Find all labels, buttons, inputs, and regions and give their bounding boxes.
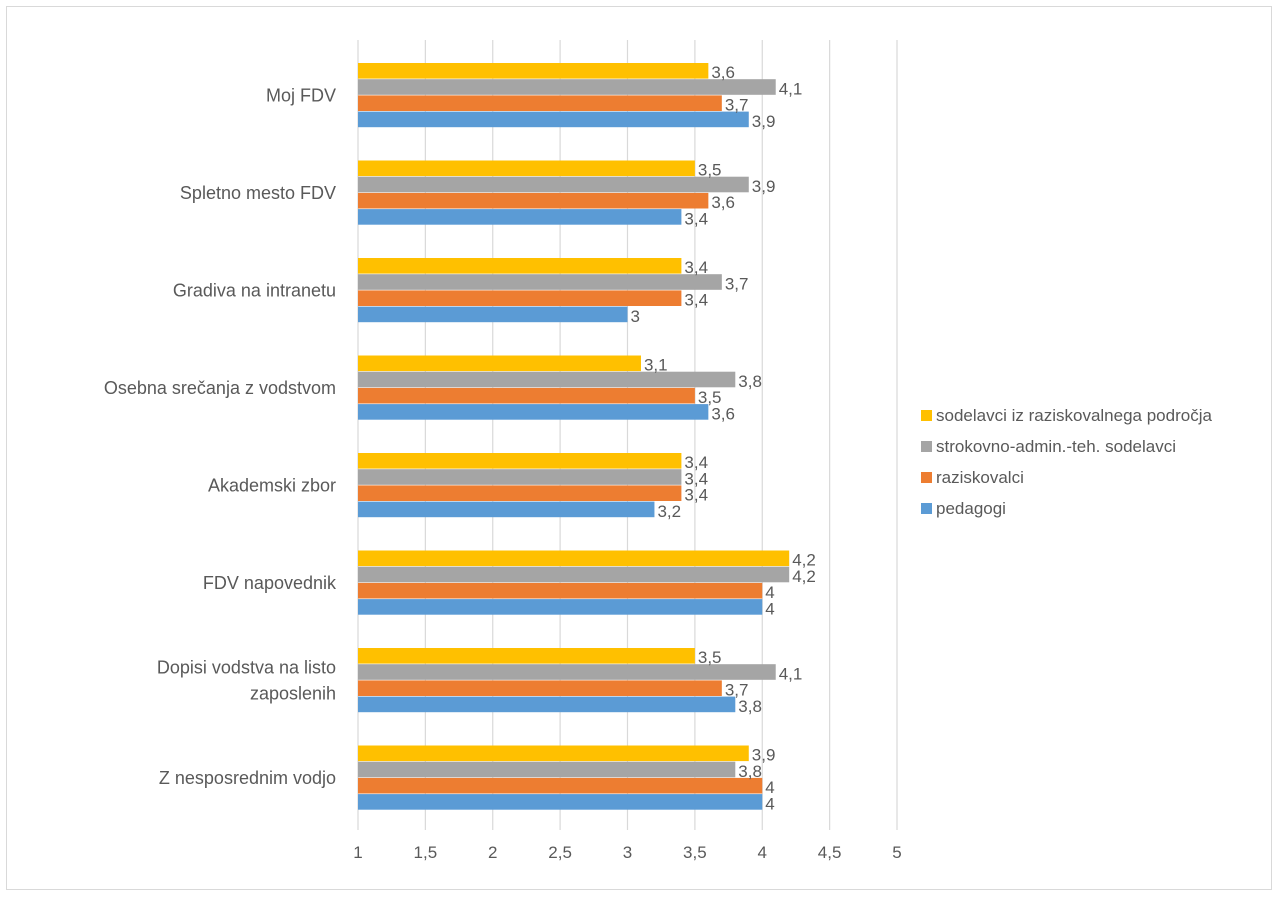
data-label: 3,5 xyxy=(698,648,722,667)
x-tick-label: 5 xyxy=(892,843,901,862)
legend-label: raziskovalci xyxy=(936,468,1024,487)
bar xyxy=(358,794,763,810)
category-label: Dopisi vodstva na listo zaposlenih xyxy=(157,657,336,703)
bar xyxy=(358,160,695,177)
bar xyxy=(358,306,628,323)
bar xyxy=(358,95,722,111)
data-label: 3,9 xyxy=(752,177,776,196)
x-tick-label: 3 xyxy=(623,843,632,862)
data-label: 4 xyxy=(765,583,774,602)
chart-frame xyxy=(6,6,1272,890)
data-labels: 3,64,13,73,93,53,93,63,43,43,73,433,13,8… xyxy=(631,63,816,813)
data-label: 3,6 xyxy=(711,193,735,212)
bar xyxy=(358,79,776,95)
data-label: 3,4 xyxy=(684,469,708,488)
data-label: 4 xyxy=(765,599,774,618)
bar xyxy=(358,63,709,79)
bar xyxy=(358,761,736,778)
data-label: 3,4 xyxy=(684,209,708,228)
bar xyxy=(358,501,655,518)
legend-label: sodelavci iz raziskovalnega področja xyxy=(936,406,1212,425)
data-label: 3,7 xyxy=(725,274,749,293)
data-label: 3 xyxy=(631,307,640,326)
bar xyxy=(358,696,736,713)
bars xyxy=(358,63,790,810)
category-labels: Moj FDV Spletno mesto FDV Gradiva na intra… xyxy=(104,85,337,788)
x-tick-label: 1,5 xyxy=(414,843,438,862)
bar xyxy=(358,290,682,306)
data-label: 3,4 xyxy=(684,486,708,505)
bar xyxy=(358,599,763,615)
bar xyxy=(358,550,790,567)
x-tick-label: 1 xyxy=(353,843,362,862)
bar xyxy=(358,745,749,762)
bar xyxy=(358,648,695,664)
data-label: 4 xyxy=(765,794,774,813)
bar xyxy=(358,777,763,794)
data-label: 4,1 xyxy=(779,664,803,683)
data-label: 3,7 xyxy=(725,96,749,115)
bar xyxy=(358,371,736,388)
category-label: FDV napovednik xyxy=(203,573,337,593)
data-label: 4,2 xyxy=(792,567,816,586)
bar xyxy=(358,111,749,128)
data-label: 3,9 xyxy=(752,112,776,131)
legend-swatch xyxy=(921,410,932,421)
category-label: Gradiva na intranetu xyxy=(173,280,336,300)
legend-label: strokovno-admin.-teh. sodelavci xyxy=(936,437,1176,456)
bar xyxy=(358,469,682,485)
category-label: Moj FDV xyxy=(266,85,336,105)
data-label: 3,1 xyxy=(644,356,668,375)
data-label: 3,8 xyxy=(738,372,762,391)
bar xyxy=(358,209,682,225)
legend: sodelavci iz raziskovalnega področja stro… xyxy=(921,406,1212,518)
data-label: 3,4 xyxy=(684,453,708,472)
data-label: 3,8 xyxy=(738,762,762,781)
category-label: Spletno mesto FDV xyxy=(180,183,336,203)
data-label: 3,4 xyxy=(684,291,708,310)
data-label: 3,4 xyxy=(684,258,708,277)
legend-label: pedagogi xyxy=(936,499,1006,518)
x-tick-label: 2,5 xyxy=(548,843,572,862)
x-tick-labels: 1 1,5 2 2,5 3 3,5 4 4,5 5 xyxy=(353,843,901,862)
bar xyxy=(358,355,641,372)
bar xyxy=(358,274,722,290)
bar xyxy=(358,192,709,209)
data-label: 4,2 xyxy=(792,551,816,570)
bar xyxy=(358,664,776,680)
x-tick-label: 4,5 xyxy=(818,843,842,862)
bar xyxy=(358,582,763,599)
data-label: 3,6 xyxy=(711,404,735,423)
category-label: Akademski zbor xyxy=(208,475,336,495)
bar xyxy=(358,566,790,583)
data-label: 3,9 xyxy=(752,746,776,765)
data-label: 3,5 xyxy=(698,161,722,180)
bar xyxy=(358,404,709,420)
category-label: Osebna srečanja z vodstvom xyxy=(104,378,336,398)
x-tick-label: 2 xyxy=(488,843,497,862)
category-label: Z nesposrednim vodjo xyxy=(159,768,336,788)
bar xyxy=(358,453,682,469)
data-label: 3,8 xyxy=(738,697,762,716)
legend-swatch xyxy=(921,472,932,483)
bar xyxy=(358,680,722,696)
legend-swatch xyxy=(921,503,932,514)
bar xyxy=(358,387,695,404)
data-label: 3,6 xyxy=(711,63,735,82)
bar xyxy=(358,176,749,193)
data-label: 3,7 xyxy=(725,681,749,700)
data-label: 4,1 xyxy=(779,79,803,98)
data-label: 3,2 xyxy=(657,502,681,521)
x-tick-label: 4 xyxy=(758,843,767,862)
data-label: 3,5 xyxy=(698,388,722,407)
data-label: 4 xyxy=(765,778,774,797)
bar xyxy=(358,485,682,501)
bar xyxy=(358,258,682,274)
legend-swatch xyxy=(921,441,932,452)
x-tick-label: 3,5 xyxy=(683,843,707,862)
